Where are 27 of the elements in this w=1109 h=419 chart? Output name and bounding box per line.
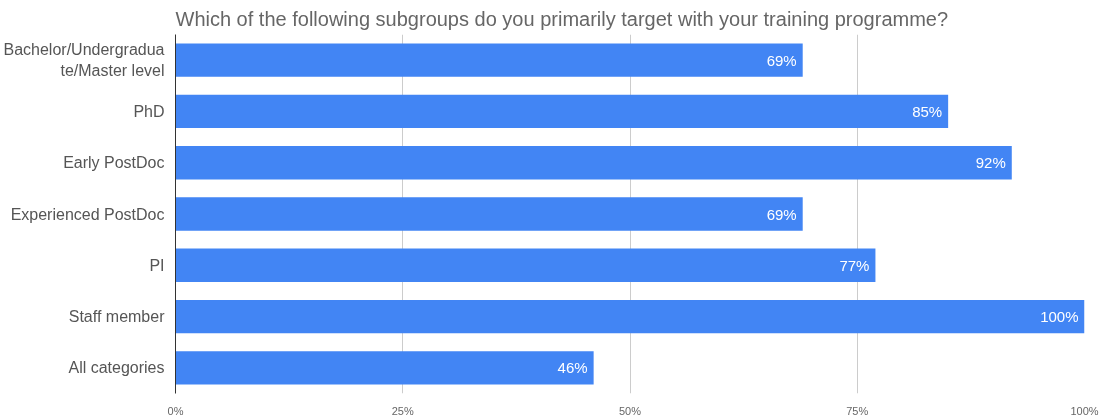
data-label: 77%: [839, 256, 870, 274]
bar: [175, 351, 594, 385]
chart-title: Which of the following subgroups do you primarily target with your training programme?: [175, 7, 949, 30]
x-tick-label: 50%: [618, 404, 642, 417]
x-tick-label: 100%: [1070, 404, 1099, 417]
y-tick-label: All categories: [68, 359, 165, 377]
x-tick-label: 0%: [167, 404, 184, 417]
data-label: 85%: [912, 102, 943, 120]
x-tick-label: 25%: [391, 404, 414, 417]
y-tick-label: Early PostDoc: [63, 154, 165, 172]
y-tick-label: Experienced PostDoc: [10, 205, 165, 223]
bar: [175, 299, 1085, 334]
data-label: 100%: [1040, 308, 1079, 326]
data-label: 69%: [766, 51, 797, 69]
data-label: 69%: [766, 205, 797, 223]
data-label: 46%: [557, 359, 588, 377]
y-tick-label: Bachelor/Undergraduate/Master level: [3, 41, 165, 79]
data-label: 92%: [975, 154, 1006, 172]
bar: [175, 146, 1012, 180]
x-tick-label: 75%: [846, 404, 869, 417]
bar: [175, 94, 949, 129]
y-tick-label: Staff member: [68, 308, 166, 326]
y-tick-label: PhD: [133, 102, 165, 120]
bar: [175, 43, 803, 77]
bar: [175, 248, 876, 282]
bar: [175, 197, 803, 231]
y-tick-label: PI: [149, 256, 165, 274]
